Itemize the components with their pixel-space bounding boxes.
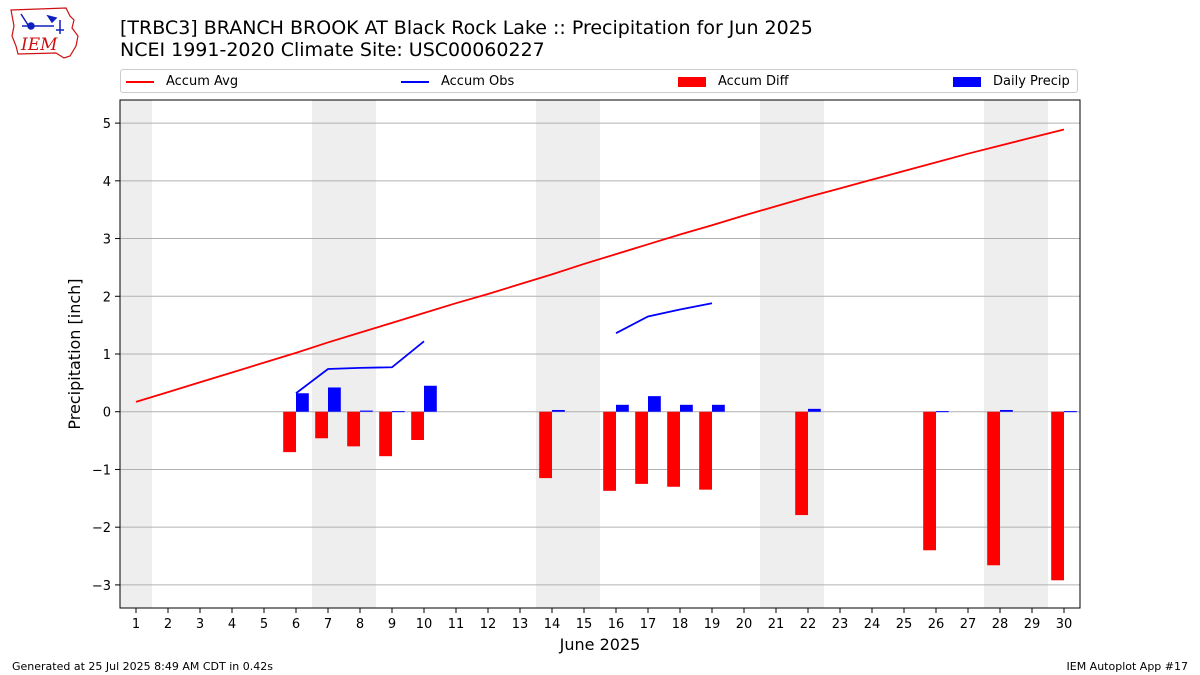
daily-precip-bar xyxy=(616,404,629,412)
x-tick-label: 29 xyxy=(1024,617,1041,632)
x-tick-label: 9 xyxy=(388,617,396,632)
accum-diff-bar xyxy=(315,411,328,439)
legend-swatch xyxy=(401,80,429,83)
x-tick-label: 10 xyxy=(416,617,433,632)
legend-label: Accum Avg xyxy=(166,74,239,89)
y-tick-label: −1 xyxy=(92,463,111,478)
legend-swatch xyxy=(953,76,981,87)
chart-subtitle: NCEI 1991-2020 Climate Site: USC00060227 xyxy=(120,39,545,61)
daily-precip-bar xyxy=(328,387,341,412)
x-tick-label: 18 xyxy=(672,617,689,632)
legend-swatch xyxy=(126,80,154,83)
x-tick-label: 17 xyxy=(640,617,657,632)
accum-diff-bar xyxy=(539,411,552,479)
y-tick-label: 0 xyxy=(103,406,111,421)
chart-title: [TRBC3] BRANCH BROOK AT Black Rock Lake … xyxy=(120,17,813,39)
legend-label: Daily Precip xyxy=(993,74,1070,89)
daily-precip-bar xyxy=(552,409,565,412)
accum-diff-bar xyxy=(603,411,616,491)
logo-text: IEM xyxy=(20,35,58,55)
x-tick-label: 20 xyxy=(736,617,753,632)
x-tick-label: 28 xyxy=(992,617,1009,632)
x-tick-label: 14 xyxy=(544,617,561,632)
x-tick-label: 15 xyxy=(576,617,593,632)
accum-diff-bar xyxy=(699,411,712,490)
x-tick-label: 1 xyxy=(132,617,140,632)
x-tick-label: 6 xyxy=(292,617,300,632)
daily-precip-bar xyxy=(1064,411,1077,413)
daily-precip-bar xyxy=(360,410,373,412)
accum-obs-line xyxy=(615,302,713,335)
x-tick-label: 12 xyxy=(480,617,497,632)
x-tick-label: 21 xyxy=(768,617,785,632)
x-tick-label: 22 xyxy=(800,617,817,632)
x-tick-label: 5 xyxy=(260,617,268,632)
y-tick-label: 3 xyxy=(103,233,111,248)
daily-precip-bar xyxy=(392,411,405,413)
app-footer: IEM Autoplot App #17 xyxy=(1066,660,1189,673)
legend-item-accum-avg: Accum Avg xyxy=(126,73,238,91)
accum-diff-bar xyxy=(347,411,360,447)
x-tick-label: 24 xyxy=(864,617,881,632)
legend-item-daily-precip: Daily Precip xyxy=(953,73,1070,91)
legend-item-accum-diff: Accum Diff xyxy=(678,73,789,91)
x-axis-label: June 2025 xyxy=(559,635,641,654)
y-tick-label: 5 xyxy=(103,117,111,132)
x-tick-label: 27 xyxy=(960,617,977,632)
legend-swatch xyxy=(678,76,706,87)
x-tick-label: 3 xyxy=(196,617,204,632)
x-tick-label: 26 xyxy=(928,617,945,632)
y-tick-label: −3 xyxy=(92,579,111,594)
x-tick-label: 8 xyxy=(356,617,364,632)
daily-precip-bar xyxy=(680,404,693,412)
x-tick-label: 11 xyxy=(448,617,465,632)
iem-logo: IEM xyxy=(10,7,79,59)
accum-diff-bar xyxy=(1051,411,1064,581)
daily-precip-bar xyxy=(296,393,309,412)
x-tick-label: 2 xyxy=(164,617,172,632)
x-tick-label: 7 xyxy=(324,617,332,632)
daily-precip-bar xyxy=(712,404,725,412)
legend-label: Accum Obs xyxy=(441,74,515,89)
daily-precip-bar xyxy=(424,385,437,412)
x-tick-label: 19 xyxy=(704,617,721,632)
generated-footer: Generated at 25 Jul 2025 8:49 AM CDT in … xyxy=(12,660,273,673)
accum-obs-line xyxy=(295,340,425,394)
chart-legend: Accum Avg Accum Obs Accum Diff Daily Pre… xyxy=(120,69,1078,93)
y-tick-label: 4 xyxy=(103,175,111,190)
accum-diff-bar xyxy=(987,411,1000,566)
accum-diff-bar xyxy=(283,411,296,453)
x-tick-label: 16 xyxy=(608,617,625,632)
y-tick-label: 2 xyxy=(103,290,111,305)
x-tick-label: 13 xyxy=(512,617,529,632)
accum-diff-bar xyxy=(411,411,424,441)
daily-precip-bar xyxy=(648,396,661,412)
y-tick-label: 1 xyxy=(103,348,111,363)
daily-precip-bar xyxy=(936,411,949,413)
x-tick-label: 4 xyxy=(228,617,236,632)
legend-label: Accum Diff xyxy=(718,74,789,89)
accum-diff-bar xyxy=(379,411,392,457)
legend-item-accum-obs: Accum Obs xyxy=(401,73,514,91)
y-axis-label: Precipitation [inch] xyxy=(65,278,84,429)
accum-diff-bar xyxy=(667,411,680,487)
accum-diff-bar xyxy=(923,411,936,551)
x-tick-label: 23 xyxy=(832,617,849,632)
x-tick-label: 30 xyxy=(1056,617,1073,632)
daily-precip-bar xyxy=(1000,409,1013,412)
x-tick-label: 25 xyxy=(896,617,913,632)
accum-diff-bar xyxy=(635,411,648,484)
y-tick-label: −2 xyxy=(92,521,111,536)
accum-diff-bar xyxy=(795,411,808,516)
daily-precip-bar xyxy=(808,408,821,412)
accum-avg-line xyxy=(135,128,1065,403)
